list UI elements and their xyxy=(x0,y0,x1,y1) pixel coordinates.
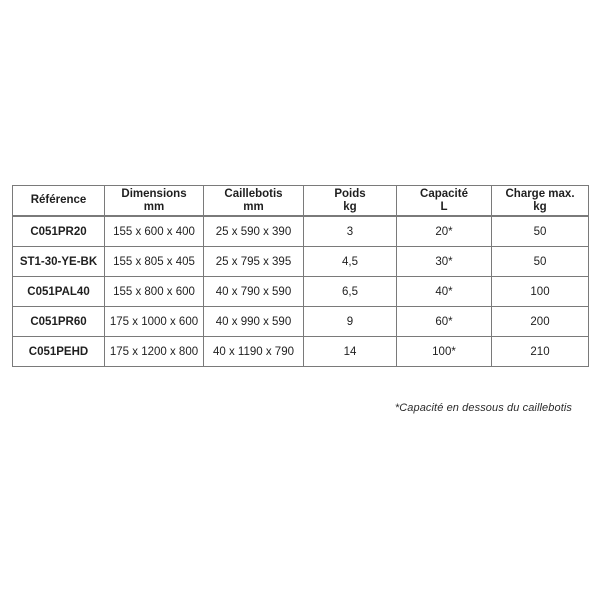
column-label: Référence xyxy=(30,194,87,206)
cell-charge_max: 200 xyxy=(491,306,589,337)
column-label: Charge max. xyxy=(505,187,575,200)
column-label: Dimensions xyxy=(121,187,187,200)
column-unit: kg xyxy=(343,200,357,213)
cell-caillebotis: 40 x 1190 x 790 xyxy=(203,336,304,367)
column-unit: L xyxy=(440,200,448,213)
cell-capacite: 100* xyxy=(396,336,492,367)
table-body: C051PR20 155 x 600 x 400 25 x 590 x 390 3 20… xyxy=(12,215,589,367)
column-header-dimensions: Dimensions mm xyxy=(104,185,204,217)
column-header-capacite: Capacité L xyxy=(396,185,492,217)
cell-poids: 4,5 xyxy=(303,246,397,277)
header-row: Référence Dimensions mm Caillebotis mm Poids k… xyxy=(12,185,589,217)
cell-reference: C051PEHD xyxy=(12,336,105,367)
table-row: C051PAL40 155 x 800 x 600 40 x 790 x 590 6,… xyxy=(12,276,589,307)
cell-dimensions: 175 x 1000 x 600 xyxy=(104,306,204,337)
cell-caillebotis: 25 x 795 x 395 xyxy=(203,246,304,277)
cell-charge_max: 50 xyxy=(491,215,589,247)
column-label: Capacité xyxy=(420,187,468,200)
cell-reference: C051PR60 xyxy=(12,306,105,337)
column-label: Caillebotis xyxy=(224,187,283,200)
cell-charge_max: 50 xyxy=(491,246,589,277)
cell-dimensions: 155 x 600 x 400 xyxy=(104,215,204,247)
cell-charge_max: 100 xyxy=(491,276,589,307)
cell-dimensions: 175 x 1200 x 800 xyxy=(104,336,204,367)
cell-reference: ST1-30-YE-BK xyxy=(12,246,105,277)
cell-caillebotis: 40 x 990 x 590 xyxy=(203,306,304,337)
cell-capacite: 40* xyxy=(396,276,492,307)
column-unit: mm xyxy=(243,200,264,213)
column-header-poids: Poids kg xyxy=(303,185,397,217)
table-row: C051PR60 175 x 1000 x 600 40 x 990 x 590 9 6… xyxy=(12,306,589,337)
capacity-footnote: *Capacité en dessous du caillebotis xyxy=(394,402,572,414)
cell-poids: 9 xyxy=(303,306,397,337)
cell-dimensions: 155 x 800 x 600 xyxy=(104,276,204,307)
cell-dimensions: 155 x 805 x 405 xyxy=(104,246,204,277)
product-spec-table: Référence Dimensions mm Caillebotis mm Poids k… xyxy=(12,185,589,367)
table-row: C051PR20 155 x 600 x 400 25 x 590 x 390 3 20… xyxy=(12,215,589,247)
column-header-reference: Référence xyxy=(12,185,105,217)
cell-charge_max: 210 xyxy=(491,336,589,367)
cell-poids: 3 xyxy=(303,215,397,247)
column-label: Poids xyxy=(334,187,366,200)
column-unit: mm xyxy=(143,200,165,213)
table-header: Référence Dimensions mm Caillebotis mm Poids k… xyxy=(12,185,589,217)
cell-capacite: 60* xyxy=(396,306,492,337)
cell-poids: 6,5 xyxy=(303,276,397,307)
cell-reference: C051PAL40 xyxy=(12,276,105,307)
cell-reference: C051PR20 xyxy=(12,215,105,247)
table-row: ST1-30-YE-BK 155 x 805 x 405 25 x 795 x 39… xyxy=(12,246,589,277)
cell-poids: 14 xyxy=(303,336,397,367)
column-header-charge_max: Charge max. kg xyxy=(491,185,589,217)
cell-caillebotis: 25 x 590 x 390 xyxy=(203,215,304,247)
column-header-caillebotis: Caillebotis mm xyxy=(203,185,304,217)
table-row: C051PEHD 175 x 1200 x 800 40 x 1190 x 790 1… xyxy=(12,336,589,367)
cell-capacite: 20* xyxy=(396,215,492,247)
cell-capacite: 30* xyxy=(396,246,492,277)
cell-caillebotis: 40 x 790 x 590 xyxy=(203,276,304,307)
column-unit: kg xyxy=(533,200,547,213)
